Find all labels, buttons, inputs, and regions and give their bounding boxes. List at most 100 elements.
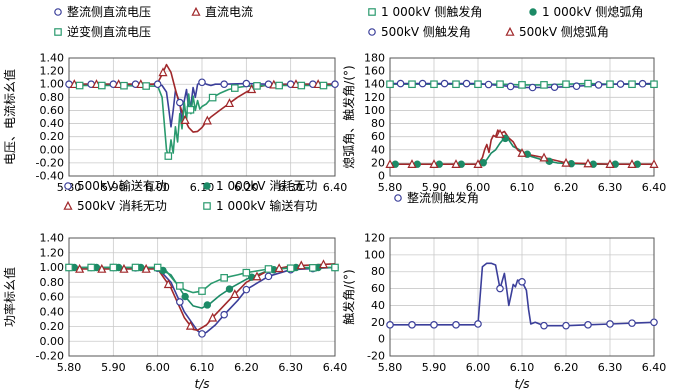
- data-point-marker: [606, 80, 614, 89]
- plot-area-frame: [389, 57, 655, 177]
- x-tick-label: 6.10: [510, 181, 535, 194]
- legend-label: 500kV 输送有功: [77, 178, 167, 193]
- data-point-marker: [185, 320, 196, 330]
- x-tick-label: 6.10: [190, 361, 215, 374]
- y-tick-label: 80: [371, 265, 385, 278]
- data-point-marker: [562, 321, 570, 330]
- data-point-marker: [584, 321, 592, 329]
- data-point-marker: [594, 81, 603, 89]
- y-tick-label: 1.00: [40, 261, 65, 274]
- y-tick-label: 0.00: [40, 335, 65, 348]
- data-point-marker: [540, 81, 548, 89]
- data-point-marker: [616, 80, 625, 88]
- legend-label: 1 000kV 输送有功: [216, 198, 317, 213]
- data-point-marker: [496, 80, 504, 89]
- data-point-marker: [158, 67, 168, 77]
- y-tick-label: 160: [364, 65, 385, 78]
- data-point-marker: [331, 263, 339, 272]
- data-point-marker: [153, 80, 162, 89]
- y-tick-label: 0.60: [40, 291, 65, 304]
- x-tick-label: 6.40: [642, 361, 667, 374]
- x-tick-label: 6.30: [278, 361, 303, 374]
- data-point-marker: [75, 263, 85, 273]
- data-point-marker: [109, 263, 118, 272]
- y-tick-label: 0.20: [40, 320, 65, 333]
- series-line-3: [69, 84, 335, 159]
- legend-marker: [368, 8, 376, 16]
- legend-label: 直流电流: [205, 5, 253, 19]
- y-tick-label: 1.00: [40, 78, 65, 91]
- data-point-marker: [550, 83, 559, 91]
- data-point-marker: [203, 301, 212, 309]
- data-point-marker: [452, 321, 460, 329]
- data-point-marker: [386, 321, 394, 329]
- data-point-marker: [242, 285, 251, 294]
- data-point-marker: [474, 320, 482, 328]
- x-tick-label: 6.00: [145, 361, 170, 374]
- data-point-marker: [264, 265, 273, 273]
- x-tick-label: 5.80: [57, 361, 82, 374]
- data-point-marker: [430, 321, 438, 329]
- data-point-marker: [198, 287, 206, 295]
- data-point-marker: [225, 285, 234, 293]
- plot-area-frame: [68, 57, 336, 177]
- data-point-marker: [252, 271, 262, 281]
- y-tick-label: 100: [364, 104, 385, 117]
- x-tick-label: 6.30: [278, 181, 303, 194]
- y-tick-label: 0.40: [40, 117, 65, 130]
- legend-marker: [191, 6, 201, 16]
- data-point-marker: [318, 259, 329, 269]
- data-point-marker: [275, 81, 283, 90]
- data-point-marker: [650, 318, 658, 327]
- data-point-marker: [230, 289, 240, 299]
- data-point-marker: [627, 159, 637, 168]
- data-point-marker: [506, 82, 515, 91]
- y-tick-label: 1.20: [40, 65, 65, 78]
- legend-marker: [203, 182, 211, 190]
- y-axis-label: 触发角/(°): [341, 269, 356, 324]
- x-tick-label: 6.40: [642, 181, 667, 194]
- legend-label: 1 000kV 侧熄弧角: [542, 5, 643, 19]
- x-tick-label: 6.40: [323, 361, 348, 374]
- data-point-marker: [429, 159, 439, 168]
- y-tick-label: 40: [371, 299, 385, 312]
- legend-label: 1 000kV 侧触发角: [381, 4, 482, 19]
- x-axis-label: t/s: [195, 377, 210, 391]
- data-point-marker: [176, 282, 184, 290]
- data-point-marker: [242, 268, 251, 277]
- data-point-marker: [650, 80, 658, 89]
- y-tick-label: 0.40: [40, 305, 65, 318]
- plot-area-frame: [389, 237, 655, 357]
- data-point-marker: [474, 80, 482, 89]
- data-point-marker: [451, 159, 461, 168]
- data-point-marker: [202, 115, 212, 125]
- data-point-marker: [407, 159, 417, 168]
- data-point-marker: [120, 81, 128, 90]
- plot-area-frame: [68, 237, 336, 357]
- data-point-marker: [440, 79, 449, 88]
- chart-panel-3: 1.401.20 1.00 0.80 0.600.40 0.20 0.00 -0.205.8…: [2, 178, 347, 391]
- x-tick-label: 6.10: [510, 361, 535, 374]
- data-point-marker: [319, 81, 328, 90]
- data-point-marker: [141, 263, 151, 273]
- data-point-marker: [495, 128, 505, 138]
- y-tick-label: 0.60: [40, 104, 65, 117]
- data-point-marker: [479, 159, 487, 167]
- data-point-marker: [628, 80, 636, 89]
- x-tick-label: 5.80: [378, 181, 403, 194]
- y-tick-label: 0: [378, 333, 385, 346]
- y-tick-label: 1.20: [40, 246, 65, 259]
- data-point-marker: [75, 81, 84, 90]
- data-point-marker: [517, 147, 527, 157]
- data-point-marker: [186, 105, 195, 114]
- data-point-marker: [583, 158, 593, 168]
- data-point-marker: [606, 320, 614, 328]
- y-tick-label: -0.20: [36, 156, 64, 169]
- data-point-marker: [297, 81, 306, 90]
- data-point-marker: [605, 159, 615, 168]
- y-tick-label: 120: [364, 91, 385, 104]
- y-tick-label: 40: [371, 143, 385, 156]
- legend-label: 整流侧直流电压: [67, 4, 151, 19]
- x-tick-label: 6.40: [323, 181, 348, 194]
